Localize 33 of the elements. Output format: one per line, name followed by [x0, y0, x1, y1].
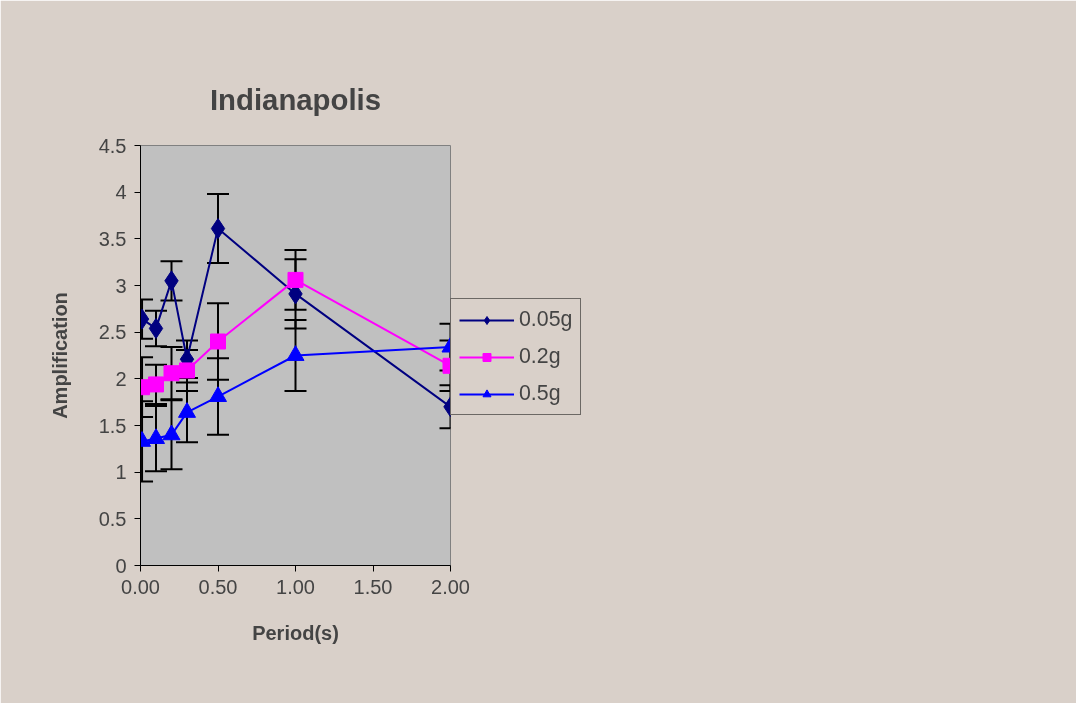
- point: [287, 271, 304, 288]
- y-tick-label: 4.5: [98, 134, 127, 157]
- y-axis-title: Amplification: [48, 292, 71, 419]
- x-tick-label: 2.00: [431, 575, 470, 598]
- legend-label: 0.2g: [519, 344, 561, 369]
- point: [162, 424, 181, 441]
- point: [286, 345, 305, 361]
- y-tick-label: 4: [115, 181, 127, 204]
- x-tick-label: 0.50: [198, 575, 238, 598]
- y-tick-label: 2: [115, 367, 127, 390]
- y-tick-label: 0.5: [98, 507, 127, 530]
- x-tick-label: 0.00: [121, 575, 160, 598]
- point: [210, 218, 226, 240]
- x-tick-label: 1.00: [276, 575, 315, 598]
- point: [179, 362, 195, 379]
- y-tick-label: 1.5: [98, 414, 127, 437]
- y-tick-label: 1: [115, 461, 127, 484]
- point: [210, 333, 226, 350]
- x-axis-title: Period(s): [252, 621, 339, 644]
- y-tick-label: 3: [115, 274, 127, 297]
- legend-label: 0.5g: [519, 381, 561, 406]
- point: [148, 317, 164, 339]
- legend-label: 0.05g: [519, 307, 573, 332]
- x-tick-label: 1.50: [353, 575, 393, 598]
- y-tick-label: 0: [115, 554, 127, 577]
- chart-title: Indianapolis: [209, 82, 382, 116]
- point: [148, 376, 164, 393]
- point: [178, 402, 196, 418]
- y-tick-label: 3.5: [98, 227, 127, 250]
- y-tick-label: 2.5: [98, 321, 127, 344]
- point: [209, 386, 227, 402]
- point: [163, 365, 180, 382]
- point: [147, 428, 165, 444]
